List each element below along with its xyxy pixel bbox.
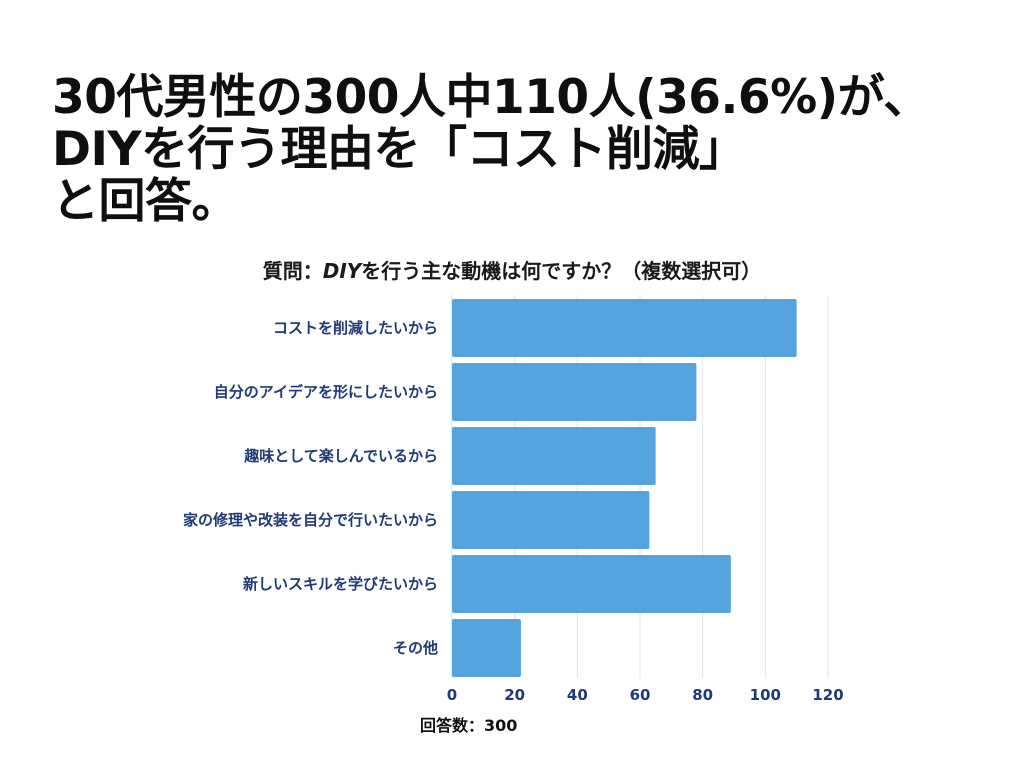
bar-2 <box>452 427 656 485</box>
bars <box>452 299 797 677</box>
x-tick-label: 100 <box>750 686 781 704</box>
bar-4 <box>452 555 731 613</box>
category-labels: コストを削減したいから自分のアイデアを形にしたいから趣味として楽しんでいるから家… <box>183 319 438 657</box>
bar-3 <box>452 491 650 549</box>
category-label: 趣味として楽しんでいるから <box>243 447 438 465</box>
bar-1 <box>452 363 697 421</box>
category-label: 新しいスキルを学びたいから <box>243 575 438 593</box>
x-tick-label: 80 <box>692 686 713 704</box>
headline: 30代男性の300人中110人(36.6%)が、 DIYを行う理由を「コスト削減… <box>52 72 992 228</box>
category-label: 自分のアイデアを形にしたいから <box>214 383 438 401</box>
question-prefix: 質問： <box>262 259 323 283</box>
category-label: 家の修理や改装を自分で行いたいから <box>183 511 438 529</box>
headline-line-3: と回答。 <box>52 174 239 229</box>
category-label: コストを削減したいから <box>273 319 438 337</box>
survey-question: 質問：DIYを行う主な動機は何ですか？（複数選択可） <box>0 255 1024 284</box>
x-axis-ticks: 0 20 40 60 80 100 120 <box>447 686 844 704</box>
bar-5 <box>452 619 521 677</box>
headline-line-1: 30代男性の300人中110人(36.6%)が、 <box>52 70 930 125</box>
bar-0 <box>452 299 797 357</box>
question-emphasis: DIY <box>322 259 362 283</box>
x-tick-label: 120 <box>812 686 843 704</box>
question-suffix: を行う主な動機は何ですか？（複数選択可） <box>361 259 762 283</box>
x-tick-label: 20 <box>504 686 525 704</box>
headline-line-2: DIYを行う理由を「コスト削減」 <box>52 122 746 177</box>
grid-lines <box>451 295 829 678</box>
x-tick-label: 0 <box>447 686 457 704</box>
x-tick-label: 40 <box>567 686 588 704</box>
response-count: 回答数：300 <box>420 716 518 735</box>
x-tick-label: 60 <box>630 686 651 704</box>
category-label: その他 <box>393 639 438 657</box>
